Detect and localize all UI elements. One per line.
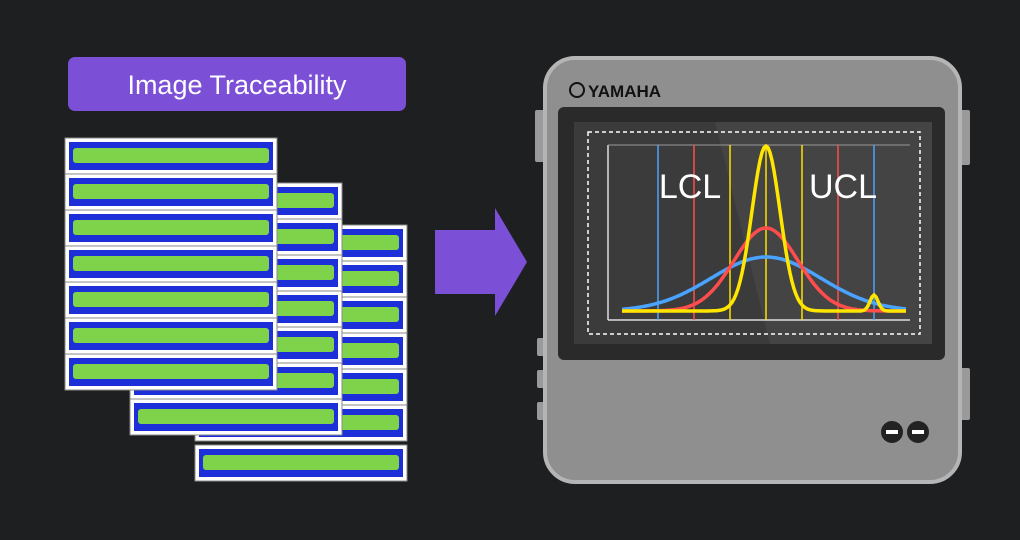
ucl-label: UCL (809, 168, 877, 206)
image-green (73, 184, 269, 199)
arrow (435, 208, 527, 316)
lcl-label: LCL (659, 168, 721, 206)
image-stack (64, 137, 408, 482)
badge (68, 57, 406, 111)
image-green (73, 328, 269, 343)
image-green (73, 256, 269, 271)
badge-label: Image Traceability (127, 70, 347, 100)
plot (607, 143, 910, 321)
image-green (138, 409, 334, 424)
image-green (73, 148, 269, 163)
image-green (73, 220, 269, 235)
narrow-curve (622, 143, 906, 313)
screen-glare (715, 122, 932, 344)
wide-curve (621, 255, 907, 311)
screen-border (587, 131, 921, 335)
brand-emblem (569, 82, 585, 98)
device: YAMAHA LCL UCL (535, 56, 970, 484)
image-green (73, 292, 269, 307)
brand: YAMAHA (588, 82, 661, 101)
button-icon (912, 430, 924, 434)
image-green (203, 455, 399, 470)
button-icon (886, 430, 898, 434)
image-green (73, 364, 269, 379)
